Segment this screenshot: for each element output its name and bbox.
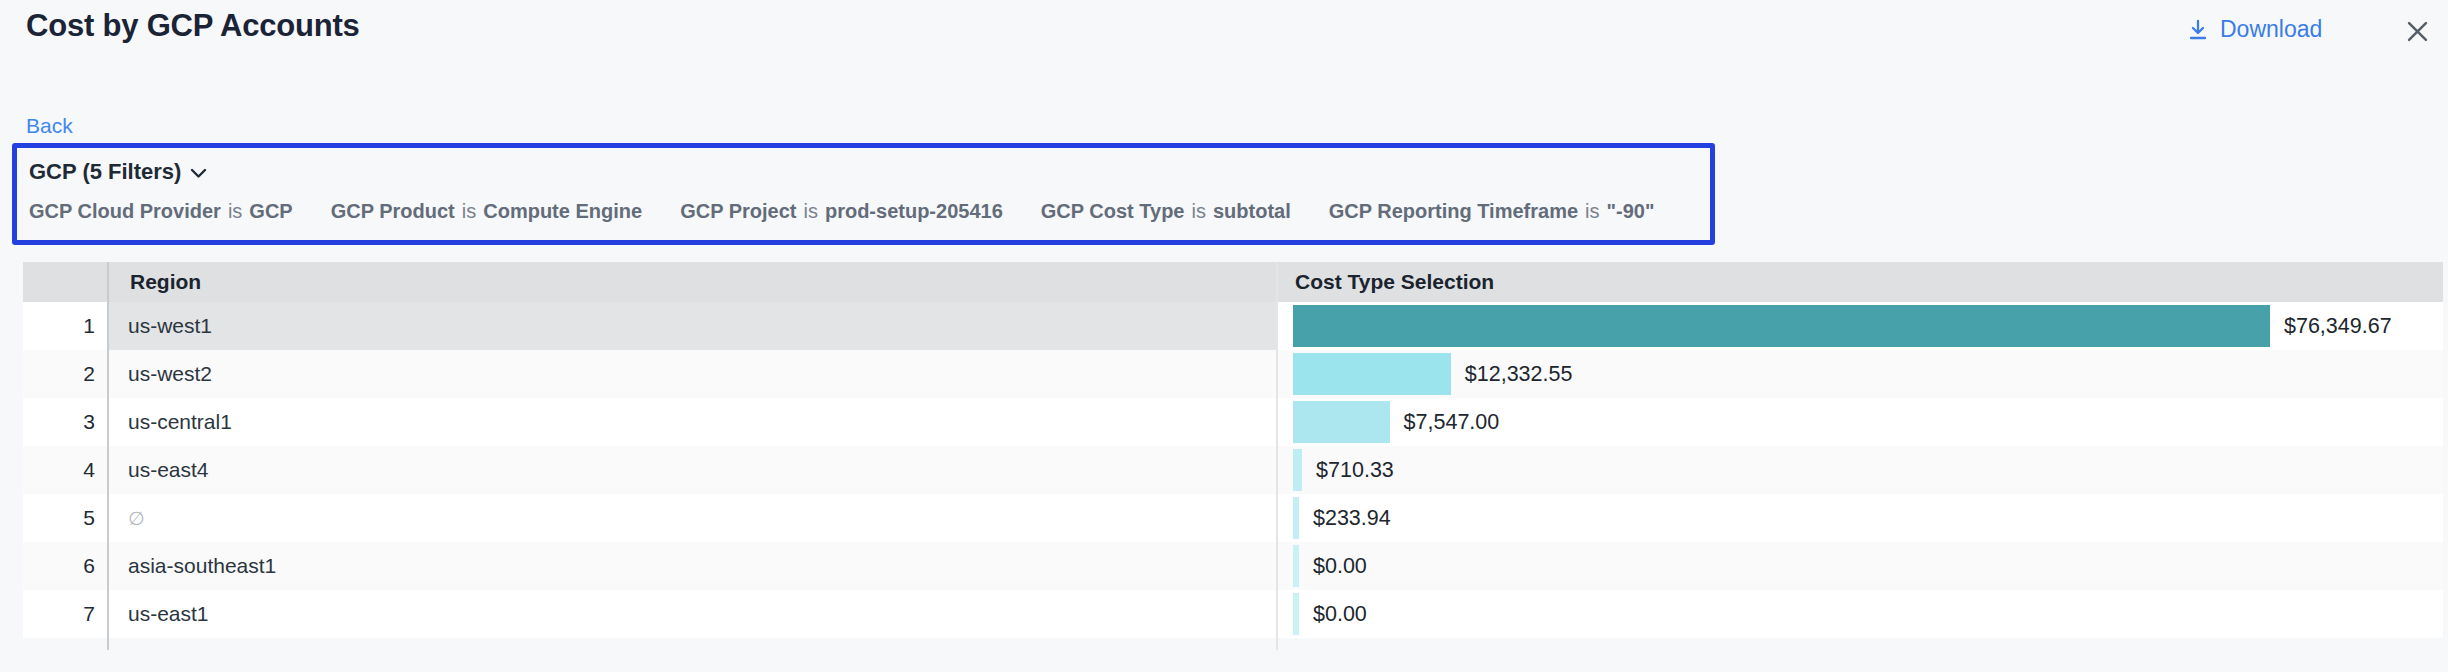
- cost-cell: $76,349.67: [1276, 302, 2443, 350]
- column-divider: [1276, 262, 1278, 650]
- filter-operator: is: [1192, 200, 1206, 223]
- table-row[interactable]: 2 us-west2 $12,332.55: [23, 350, 2443, 398]
- cost-table: Region Cost Type Selection 1 us-west1 $7…: [23, 262, 2443, 638]
- filter-value: GCP: [249, 200, 292, 223]
- cost-bar: [1293, 305, 2270, 347]
- filter-value: prod-setup-205416: [825, 200, 1003, 223]
- cost-report-modal: { "window": { "title": "Cost by GCP Acco…: [0, 0, 2448, 672]
- cost-bar: [1293, 593, 1299, 635]
- region-cell[interactable]: asia-southeast1: [107, 542, 1276, 590]
- cost-cell: $233.94: [1276, 494, 2443, 542]
- filter-name: GCP Cost Type: [1041, 200, 1185, 223]
- cost-bar: [1293, 353, 1451, 395]
- row-number: 4: [23, 446, 107, 494]
- chevron-down-icon: [190, 168, 207, 179]
- close-icon: [2404, 18, 2431, 45]
- region-label: us-west2: [128, 362, 212, 386]
- region-cell[interactable]: us-east1: [107, 590, 1276, 638]
- cost-value-label: $710.33: [1316, 458, 1394, 483]
- filter-operator: is: [228, 200, 242, 223]
- cost-cell: $710.33: [1276, 446, 2443, 494]
- cost-value-label: $12,332.55: [1465, 362, 1573, 387]
- cost-bar: [1293, 401, 1390, 443]
- cost-bar: [1293, 497, 1299, 539]
- row-number: 6: [23, 542, 107, 590]
- region-label: us-west1: [128, 314, 212, 338]
- filter-clause-cloud-provider[interactable]: GCP Cloud Provider is GCP: [29, 200, 293, 223]
- row-number: 3: [23, 398, 107, 446]
- filter-summary-label: GCP (5 Filters): [29, 159, 181, 185]
- table-row[interactable]: 3 us-central1 $7,547.00: [23, 398, 2443, 446]
- region-label-null: ∅: [128, 507, 145, 530]
- cost-value-label: $0.00: [1313, 554, 1367, 579]
- page-title: Cost by GCP Accounts: [26, 8, 360, 44]
- cost-value-label: $0.00: [1313, 602, 1367, 627]
- close-button[interactable]: [2400, 14, 2434, 48]
- cost-bar: [1293, 449, 1302, 491]
- cost-cell: $0.00: [1276, 542, 2443, 590]
- filter-group-box: GCP (5 Filters) GCP Cloud Provider is GC…: [12, 143, 1715, 245]
- table-row[interactable]: 5 ∅ $233.94: [23, 494, 2443, 542]
- region-cell[interactable]: us-west1: [107, 302, 1276, 350]
- table-header-row: Region Cost Type Selection: [23, 262, 2443, 302]
- filter-operator: is: [1585, 200, 1599, 223]
- filter-clause-cost-type[interactable]: GCP Cost Type is subtotal: [1041, 200, 1291, 223]
- cost-cell: $12,332.55: [1276, 350, 2443, 398]
- table-row[interactable]: 6 asia-southeast1 $0.00: [23, 542, 2443, 590]
- cost-value-label: $7,547.00: [1404, 410, 1500, 435]
- row-number: 2: [23, 350, 107, 398]
- region-cell[interactable]: ∅: [107, 494, 1276, 542]
- region-cell[interactable]: us-west2: [107, 350, 1276, 398]
- filter-value: subtotal: [1213, 200, 1291, 223]
- row-number: 5: [23, 494, 107, 542]
- download-icon: [2186, 18, 2210, 42]
- filter-summary-toggle[interactable]: GCP (5 Filters): [29, 159, 207, 185]
- cost-cell: $0.00: [1276, 590, 2443, 638]
- region-column-header[interactable]: Region: [107, 262, 1276, 302]
- filter-operator: is: [462, 200, 476, 223]
- region-label: us-east1: [128, 602, 209, 626]
- cost-value-label: $233.94: [1313, 506, 1391, 531]
- filter-operator: is: [803, 200, 817, 223]
- download-label: Download: [2220, 16, 2322, 43]
- download-button[interactable]: Download: [2186, 16, 2322, 43]
- filter-clause-product[interactable]: GCP Product is Compute Engine: [331, 200, 642, 223]
- cost-cell: $7,547.00: [1276, 398, 2443, 446]
- filter-clause-list: GCP Cloud Provider is GCP GCP Product is…: [29, 200, 1696, 223]
- filter-value: "-90": [1607, 200, 1655, 223]
- region-label: us-east4: [128, 458, 209, 482]
- region-cell[interactable]: us-central1: [107, 398, 1276, 446]
- row-number-column-header: [23, 262, 107, 302]
- region-cell[interactable]: us-east4: [107, 446, 1276, 494]
- cost-column-header[interactable]: Cost Type Selection: [1276, 262, 2443, 302]
- filter-name: GCP Reporting Timeframe: [1329, 200, 1578, 223]
- filter-name: GCP Project: [680, 200, 796, 223]
- region-label: asia-southeast1: [128, 554, 276, 578]
- filter-clause-project[interactable]: GCP Project is prod-setup-205416: [680, 200, 1003, 223]
- row-number: 7: [23, 590, 107, 638]
- back-link[interactable]: Back: [26, 114, 73, 138]
- filter-clause-reporting-timeframe[interactable]: GCP Reporting Timeframe is "-90": [1329, 200, 1655, 223]
- filter-name: GCP Product: [331, 200, 455, 223]
- cost-bar: [1293, 545, 1299, 587]
- table-row[interactable]: 7 us-east1 $0.00: [23, 590, 2443, 638]
- table-row[interactable]: 4 us-east4 $710.33: [23, 446, 2443, 494]
- filter-value: Compute Engine: [483, 200, 642, 223]
- table-row[interactable]: 1 us-west1 $76,349.67: [23, 302, 2443, 350]
- cost-value-label: $76,349.67: [2284, 314, 2392, 339]
- region-label: us-central1: [128, 410, 232, 434]
- row-number: 1: [23, 302, 107, 350]
- column-divider: [107, 262, 109, 650]
- filter-name: GCP Cloud Provider: [29, 200, 221, 223]
